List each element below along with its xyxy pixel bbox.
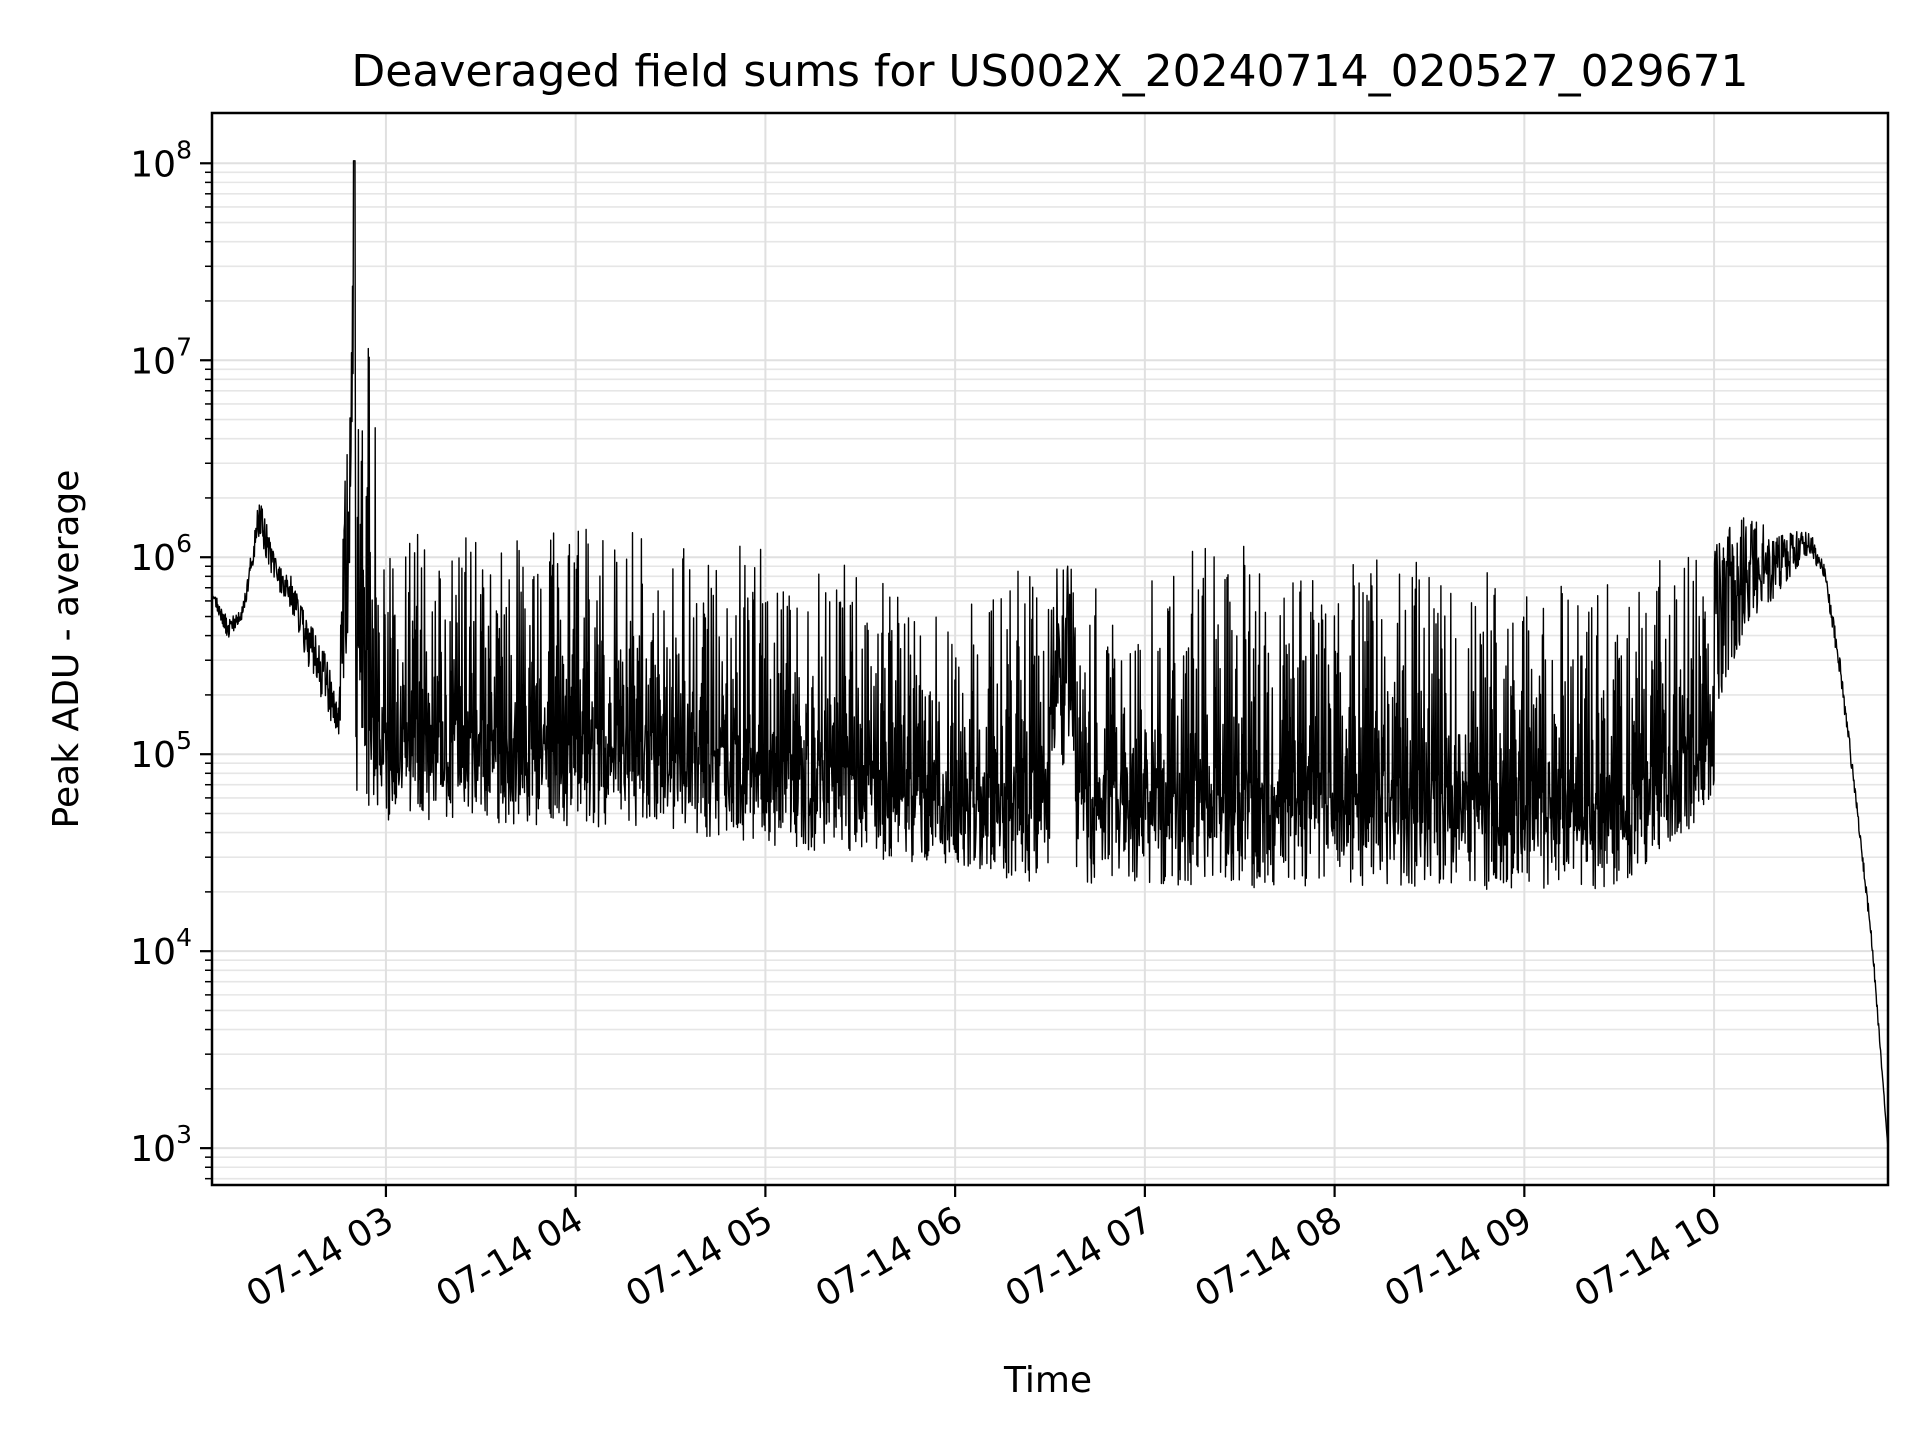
y-tick-label: 104 — [130, 923, 192, 973]
x-tick-label: 07-14 10 — [1568, 1199, 1729, 1315]
y-tick-label: 108 — [130, 135, 192, 185]
x-tick-label: 07-14 09 — [1378, 1199, 1539, 1315]
series-layer — [211, 160, 1889, 1149]
x-tick-label: 07-14 06 — [809, 1199, 970, 1315]
y-tick-label: 105 — [130, 726, 192, 776]
x-tick-label: 07-14 07 — [999, 1199, 1160, 1315]
plot-frame — [210, 111, 1890, 1187]
y-tick-label: 106 — [130, 529, 192, 579]
y-tick-label: 103 — [130, 1120, 192, 1170]
chart-title: Deaveraged field sums for US002X_2024071… — [351, 46, 1748, 97]
x-tick-label: 07-14 04 — [429, 1199, 590, 1315]
y-tick-label: 107 — [130, 332, 192, 382]
x-tick-label: 07-14 08 — [1188, 1199, 1349, 1315]
y-axis-label: Peak ADU - average — [46, 470, 87, 829]
series-line — [211, 160, 1889, 1149]
x-axis-label: Time — [1003, 1360, 1092, 1401]
x-tick-label: 07-14 05 — [619, 1199, 780, 1315]
x-tick-label: 07-14 03 — [240, 1199, 401, 1315]
grid-layer — [212, 113, 1888, 1185]
